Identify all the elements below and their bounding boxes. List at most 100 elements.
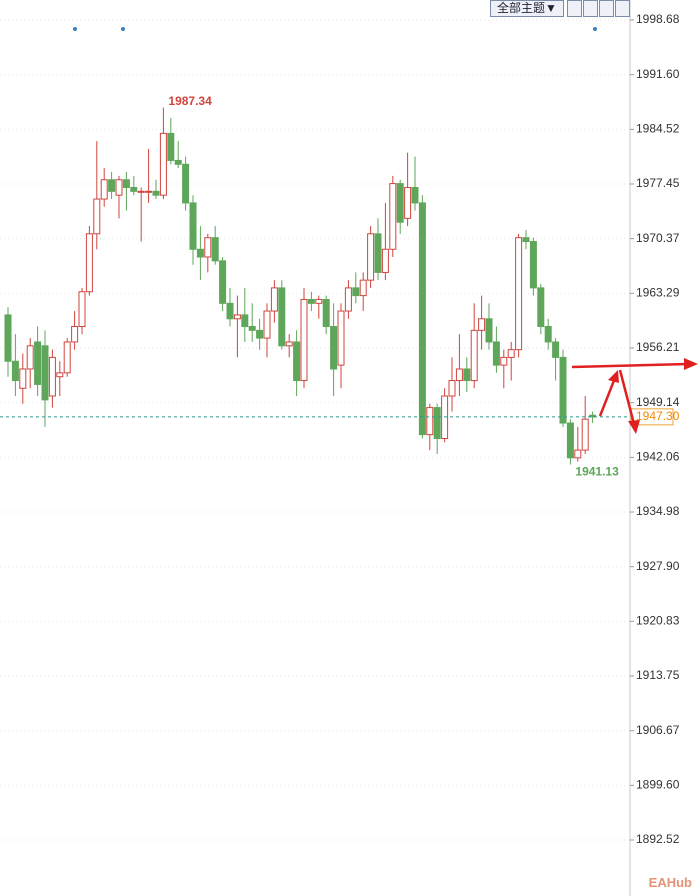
candle-body <box>381 248 389 273</box>
candle-body <box>26 345 34 370</box>
candle-body <box>581 418 589 451</box>
candle-body <box>492 341 500 366</box>
candle-body <box>352 287 360 297</box>
tool-button[interactable] <box>615 0 630 17</box>
y-tick-label: 1970.37 <box>636 231 680 245</box>
candle-body <box>56 372 64 378</box>
candle-body <box>159 132 167 196</box>
candle-body <box>85 233 93 293</box>
high-label: 1987.34 <box>168 94 212 108</box>
candle-body <box>537 287 545 327</box>
candle-body <box>544 325 552 343</box>
y-tick-label: 1991.60 <box>636 67 680 81</box>
candle-body <box>566 422 574 459</box>
y-tick-label: 1977.45 <box>636 176 680 190</box>
candle-body <box>470 329 478 382</box>
candle-body <box>359 279 367 297</box>
candle-body <box>204 237 212 258</box>
y-tick-label: 1906.67 <box>636 723 680 737</box>
candle-body <box>448 380 456 397</box>
candle-body <box>330 325 338 370</box>
candle-body <box>145 190 153 193</box>
candle-body <box>478 318 486 331</box>
y-tick-label: 1984.52 <box>636 122 680 136</box>
candle-body <box>263 310 271 339</box>
candle-body <box>367 233 375 281</box>
candle-body <box>389 183 397 250</box>
current-price-label: 1947.30 <box>636 409 680 423</box>
candle-body <box>344 287 352 312</box>
y-tick-label: 1949.14 <box>636 395 680 409</box>
candle-body <box>315 298 323 304</box>
candle-body <box>337 310 345 366</box>
candle-body <box>34 341 42 385</box>
candle-body <box>485 318 493 343</box>
candle-body <box>219 260 227 304</box>
candle-body <box>455 368 463 382</box>
candle-body <box>41 345 49 401</box>
candle-body <box>426 407 434 436</box>
candle-body <box>4 314 12 362</box>
y-tick-label: 1998.68 <box>636 12 680 26</box>
candle-body <box>552 341 560 358</box>
tool-button[interactable] <box>567 0 582 17</box>
marker-dot <box>121 27 125 31</box>
candle-body <box>418 202 426 436</box>
candle-body <box>130 186 138 192</box>
candle-body <box>507 349 515 358</box>
y-tick-label: 1942.06 <box>636 450 680 464</box>
candle-body <box>226 302 234 320</box>
candle-body <box>522 237 530 243</box>
candle-body <box>182 163 190 204</box>
candle-body <box>152 190 160 196</box>
candle-body <box>293 341 301 382</box>
low-label: 1941.13 <box>575 465 619 479</box>
candle-body <box>241 314 249 327</box>
y-tick-label: 1899.60 <box>636 777 680 791</box>
y-tick-label: 1963.29 <box>636 286 680 300</box>
theme-button[interactable]: 全部主题▼ <box>490 0 564 17</box>
candle-body <box>78 291 86 327</box>
candle-body <box>396 183 404 223</box>
y-tick-label: 1934.98 <box>636 504 680 518</box>
candle-body <box>270 287 278 312</box>
candle-body <box>404 186 412 219</box>
candle-body <box>374 233 382 273</box>
candle-body <box>574 449 582 459</box>
candle-body <box>500 356 508 366</box>
candle-body <box>322 298 330 327</box>
candle-body <box>285 341 293 347</box>
candle-body <box>11 360 19 382</box>
candle-body <box>71 325 79 343</box>
candle-body <box>19 368 27 389</box>
candle-body <box>167 132 175 161</box>
candle-body <box>63 341 71 374</box>
candle-body <box>463 368 471 382</box>
tool-button[interactable] <box>583 0 598 17</box>
marker-dot <box>593 27 597 31</box>
candle-body <box>115 179 123 196</box>
candle-body <box>256 329 264 339</box>
y-tick-label: 1892.52 <box>636 832 680 846</box>
candle-body <box>278 287 286 347</box>
candle-body <box>307 298 315 304</box>
candle-body <box>122 179 130 188</box>
candle-body <box>515 237 523 351</box>
candle-body <box>248 325 256 331</box>
candle-body <box>189 202 197 250</box>
candle-body <box>137 190 145 193</box>
y-tick-label: 1913.75 <box>636 668 680 682</box>
candle-body <box>433 407 441 439</box>
y-tick-label: 1927.90 <box>636 559 680 573</box>
y-tick-label: 1956.21 <box>636 340 680 354</box>
candle-body <box>108 179 116 192</box>
drawn-arrows <box>571 358 698 434</box>
candle-body <box>100 179 108 200</box>
candle-body <box>233 314 241 320</box>
candle-body <box>589 414 597 418</box>
marker-dot <box>73 27 77 31</box>
tool-button[interactable] <box>599 0 614 17</box>
watermark: EAHub <box>648 875 692 890</box>
